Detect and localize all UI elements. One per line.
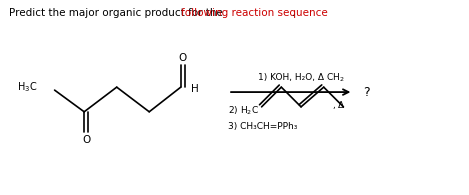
Text: following reaction sequence: following reaction sequence [181, 8, 328, 18]
Text: O: O [82, 136, 90, 145]
Text: O: O [179, 52, 187, 63]
Text: 1) KOH, H₂O, Δ: 1) KOH, H₂O, Δ [257, 73, 324, 82]
Text: .: . [292, 8, 295, 18]
Text: H$_3$C: H$_3$C [17, 80, 38, 94]
Text: ?: ? [363, 86, 370, 99]
Text: , $\Delta$: , $\Delta$ [332, 99, 345, 111]
Text: Predict the major organic product for the: Predict the major organic product for th… [9, 8, 227, 18]
Text: 3) CH₃CH=PPh₃: 3) CH₃CH=PPh₃ [228, 122, 297, 131]
Text: 2) H$_2$C: 2) H$_2$C [228, 105, 259, 117]
Text: CH$_2$: CH$_2$ [325, 72, 344, 84]
Text: H: H [190, 84, 198, 94]
